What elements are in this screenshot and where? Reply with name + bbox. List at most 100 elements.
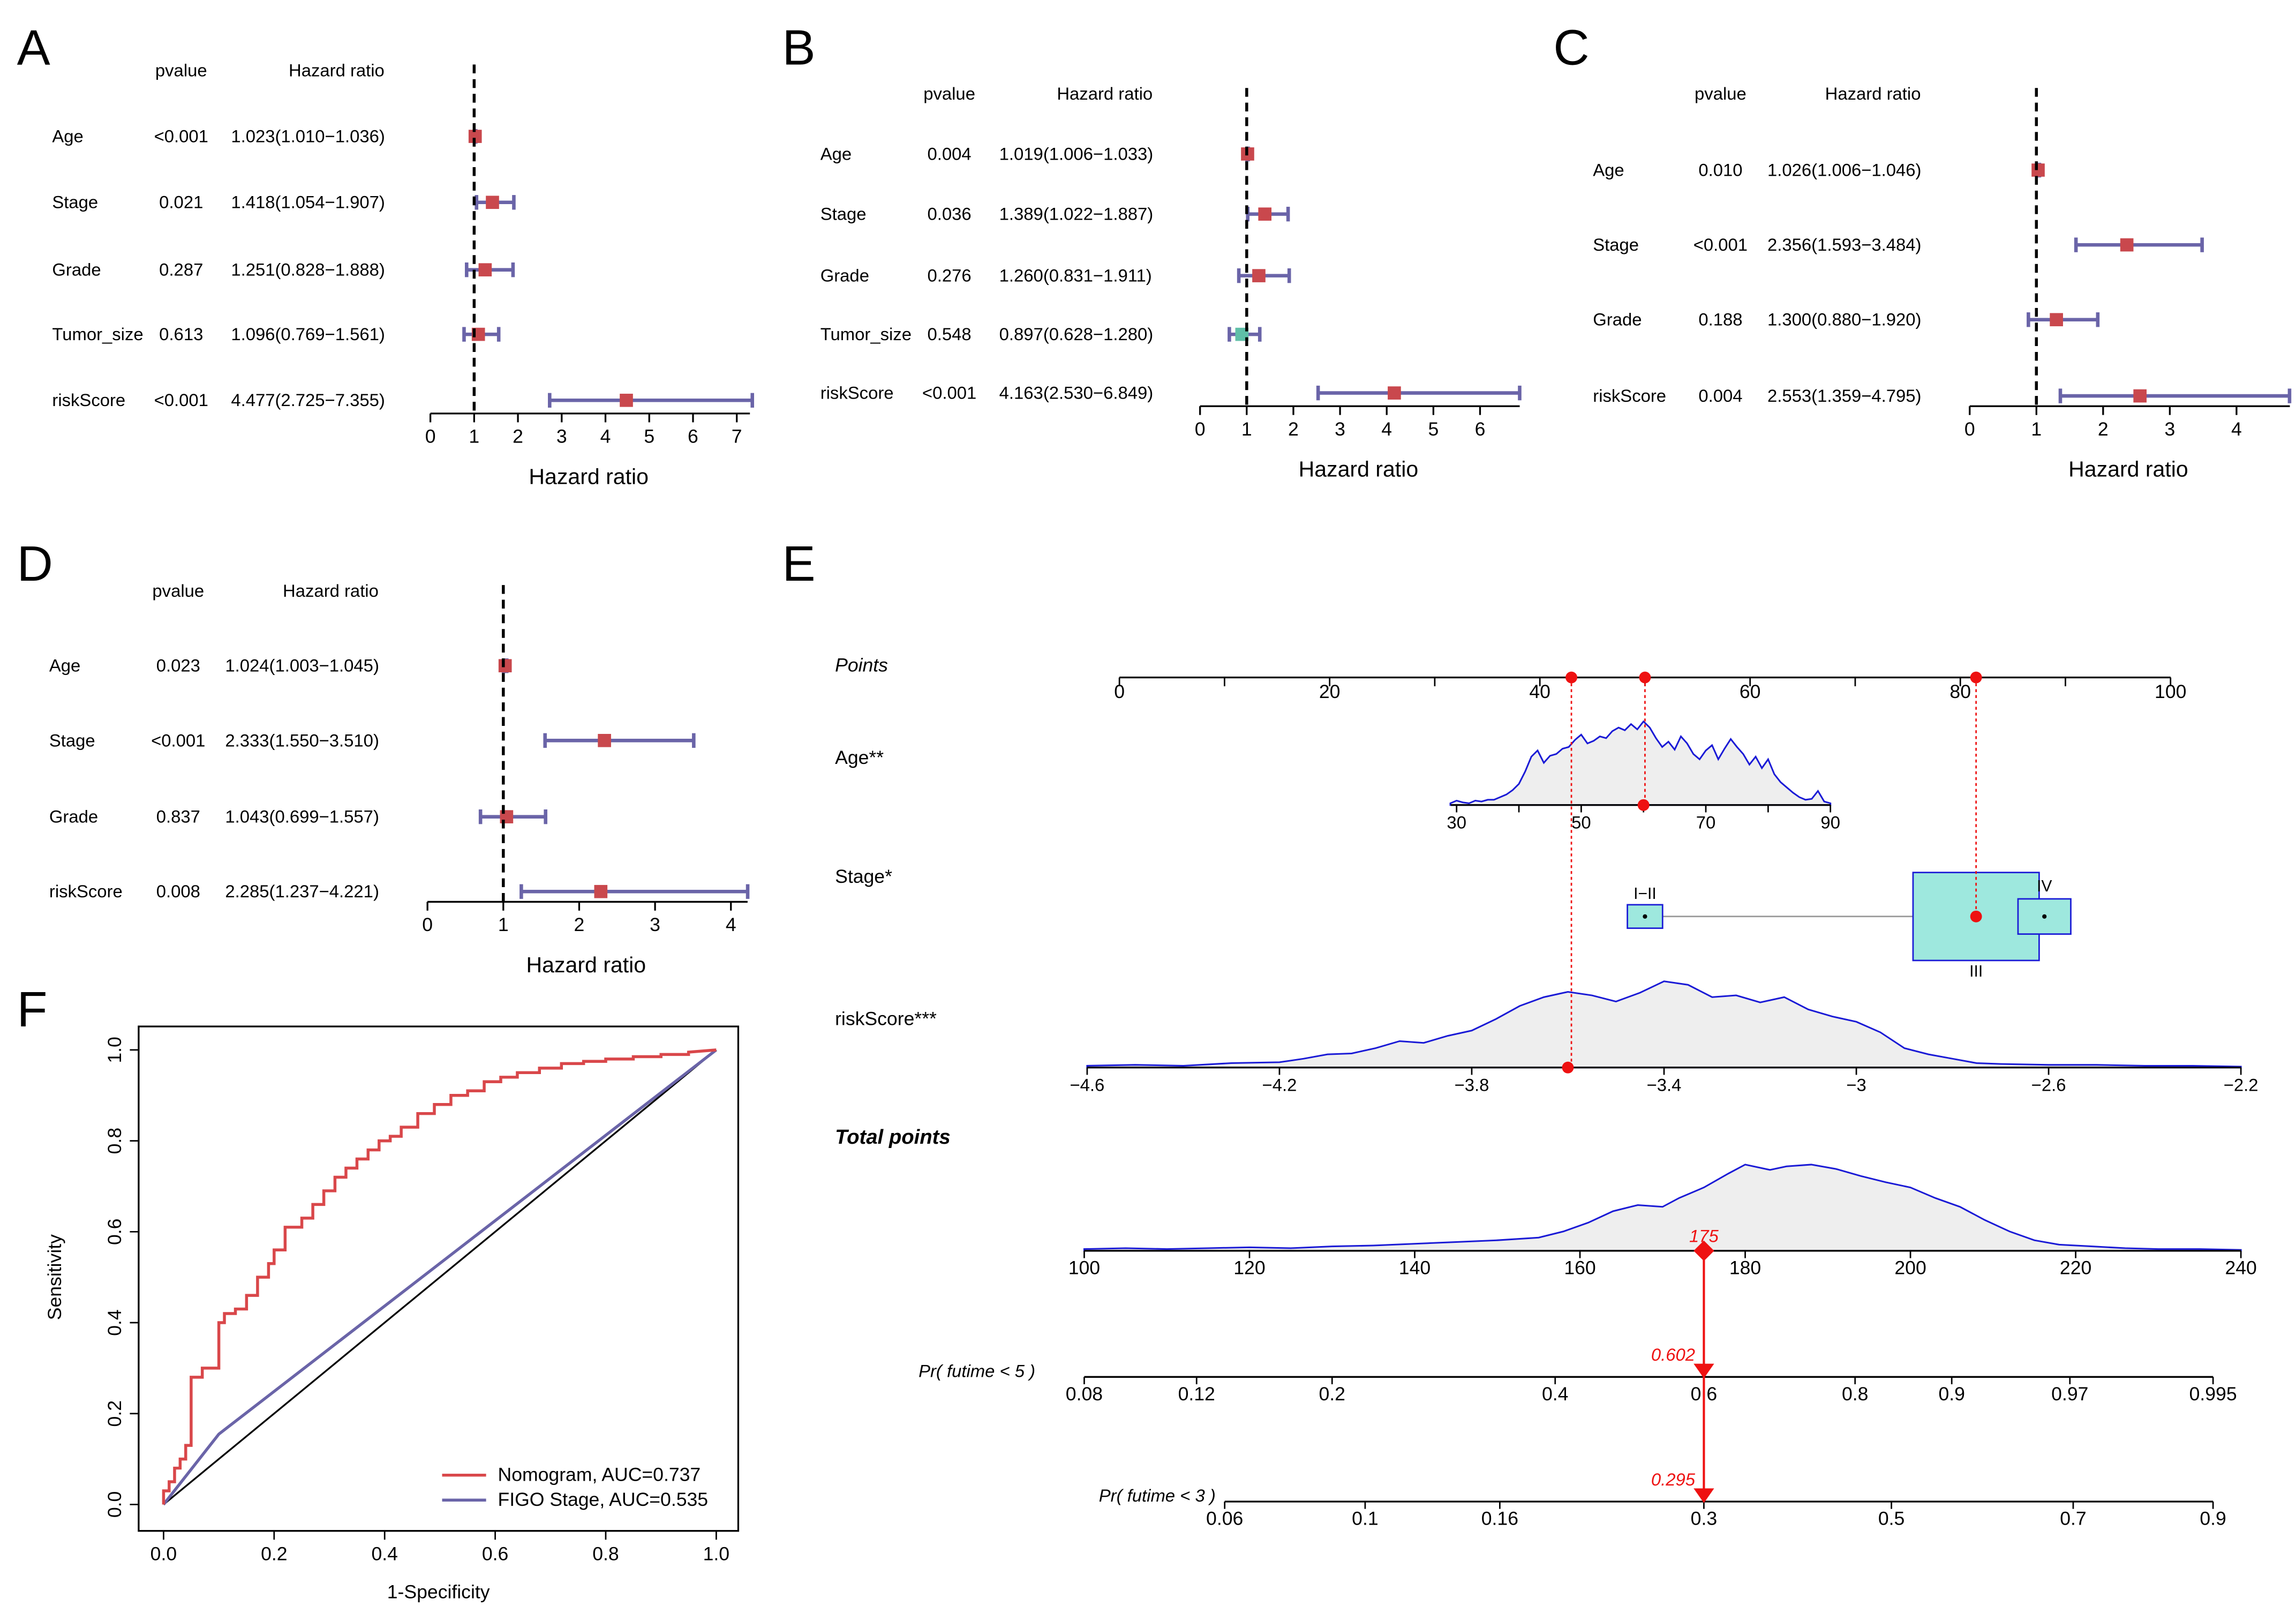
row-hazard-ratio: 4.163(2.530−6.849) — [999, 383, 1153, 403]
row-pvalue: <0.001 — [1693, 235, 1748, 254]
stage-level-label: IV — [2037, 877, 2052, 895]
pr3-label: Pr( futime < 3 ) — [1099, 1486, 1216, 1505]
pr5-tick-label: 0.4 — [1542, 1383, 1568, 1405]
hr-point — [2120, 238, 2134, 252]
age-label: Age** — [835, 747, 884, 768]
x-tick-label: 0.8 — [592, 1543, 619, 1564]
x-tick-label: 2 — [574, 914, 585, 935]
row-label: riskScore — [1593, 386, 1666, 406]
row-hazard-ratio: 2.333(1.550−3.510) — [225, 730, 379, 750]
row-pvalue: 0.837 — [156, 807, 200, 827]
nomogram: Points 0 20 40 60 80 100 Age** 30 50 70 90 Stage* I−I… — [835, 655, 2258, 1529]
x-tick-label: 5 — [644, 426, 654, 447]
pvalue-column-header: pvalue — [923, 84, 975, 103]
pvalue-column-header: pvalue — [152, 581, 204, 601]
row-pvalue: 0.004 — [1698, 386, 1742, 406]
riskscore-marker — [1562, 1061, 1574, 1074]
row-pvalue: <0.001 — [154, 126, 208, 146]
hr-point — [2031, 163, 2045, 177]
stage-dot — [1643, 914, 1647, 919]
row-hazard-ratio: 1.019(1.006−1.033) — [999, 144, 1153, 163]
riskscore-tick-label: −2.2 — [2224, 1075, 2259, 1095]
row-label: Stage — [1593, 235, 1639, 254]
row-label: riskScore — [52, 390, 125, 410]
total-points-tick-label: 220 — [2060, 1257, 2091, 1279]
legend-entry: Nomogram, AUC=0.737 — [498, 1464, 701, 1486]
pr5-marker — [1693, 1363, 1714, 1379]
row-hazard-ratio: 1.026(1.006−1.046) — [1767, 160, 1922, 179]
row-pvalue: 0.021 — [159, 192, 203, 212]
row-pvalue: 0.023 — [156, 656, 200, 676]
x-tick-label: 0 — [1964, 418, 1975, 440]
stage-label: Stage* — [835, 866, 892, 887]
total-points-tick-label: 100 — [1068, 1257, 1100, 1279]
x-axis-title: Hazard ratio — [526, 952, 646, 977]
age-tick-label: 30 — [1447, 813, 1466, 832]
y-tick-label: 1.0 — [104, 1037, 125, 1063]
hr-point — [498, 659, 512, 673]
stage-level-label: I−II — [1633, 885, 1657, 903]
points-marker — [1970, 671, 1982, 684]
stage-box-i-ii — [1627, 904, 1663, 929]
points-tick-label: 20 — [1319, 681, 1341, 702]
row-pvalue: <0.001 — [922, 383, 976, 403]
y-tick-label: 0.6 — [104, 1219, 125, 1245]
row-hazard-ratio: 1.251(0.828−1.888) — [231, 260, 385, 280]
pvalue-column-header: pvalue — [1695, 84, 1747, 103]
total-selected-label: 175 — [1689, 1226, 1719, 1246]
row-label: riskScore — [820, 383, 894, 403]
age-marker — [1637, 799, 1650, 811]
forest-plot-d: pvalue Hazard ratio Age 0.023 1.024(1.003−1.… — [49, 581, 750, 977]
hr-point — [1252, 269, 1266, 282]
age-tick-label: 90 — [1820, 813, 1840, 832]
plot-frame — [138, 1025, 740, 1532]
hr-point — [1258, 207, 1272, 221]
row-label: riskScore — [49, 881, 123, 901]
x-tick-label: 1.0 — [703, 1543, 729, 1564]
pr3-tick-label: 0.3 — [1691, 1508, 1717, 1529]
row-label: Stage — [49, 730, 95, 750]
total-points-tick-label: 200 — [1894, 1257, 1926, 1279]
riskscore-tick-label: −3.8 — [1455, 1075, 1489, 1095]
stage-marker — [1970, 910, 1982, 922]
x-tick-label: 4 — [2231, 418, 2242, 440]
hazard-ratio-column-header: Hazard ratio — [289, 60, 385, 80]
row-pvalue: 0.008 — [156, 881, 200, 901]
x-tick-label: 0.4 — [371, 1543, 397, 1564]
pr5-label: Pr( futime < 5 ) — [919, 1361, 1035, 1381]
x-tick-label: 1 — [1241, 418, 1252, 440]
x-tick-label: 0 — [422, 914, 433, 935]
row-hazard-ratio: 1.300(0.880−1.920) — [1767, 310, 1922, 329]
forest-plot-b: pvalue Hazard ratio Age 0.004 1.019(1.006−1.… — [820, 84, 1522, 482]
row-label: Age — [820, 144, 852, 163]
diagonal-reference — [163, 1049, 717, 1505]
row-hazard-ratio: 2.553(1.359−4.795) — [1767, 386, 1922, 406]
x-tick-label: 6 — [688, 426, 698, 447]
row-pvalue: 0.287 — [159, 260, 203, 280]
pr5-tick-label: 0.08 — [1066, 1383, 1103, 1405]
nomogram-roc-line — [162, 1048, 717, 1505]
riskscore-tick-label: −4.2 — [1262, 1075, 1297, 1095]
row-hazard-ratio: 1.418(1.054−1.907) — [231, 192, 385, 212]
stage-dot — [2042, 914, 2047, 919]
x-tick-label: 3 — [650, 914, 660, 935]
stage-level-label: III — [1969, 963, 1983, 980]
hr-point — [478, 263, 492, 276]
row-label: Age — [1593, 160, 1624, 179]
x-tick-label: 3 — [2164, 418, 2175, 440]
hr-point — [2133, 389, 2147, 403]
x-tick-label: 1 — [469, 426, 479, 447]
row-pvalue: 0.036 — [928, 204, 972, 224]
hr-point — [1388, 386, 1401, 400]
row-hazard-ratio: 2.285(1.237−4.221) — [225, 881, 379, 901]
pr5-tick-label: 0.995 — [2189, 1383, 2237, 1405]
x-tick-label: 7 — [732, 426, 742, 447]
y-tick-label: 0.4 — [104, 1309, 125, 1336]
pr3-tick-label: 0.7 — [2060, 1508, 2086, 1529]
pr5-tick-label: 0.12 — [1178, 1383, 1215, 1405]
panel-letters: A B C D E F — [17, 19, 1590, 1037]
total-points-tick-label: 180 — [1729, 1257, 1761, 1279]
row-pvalue: <0.001 — [154, 390, 208, 410]
points-marker — [1565, 671, 1578, 684]
